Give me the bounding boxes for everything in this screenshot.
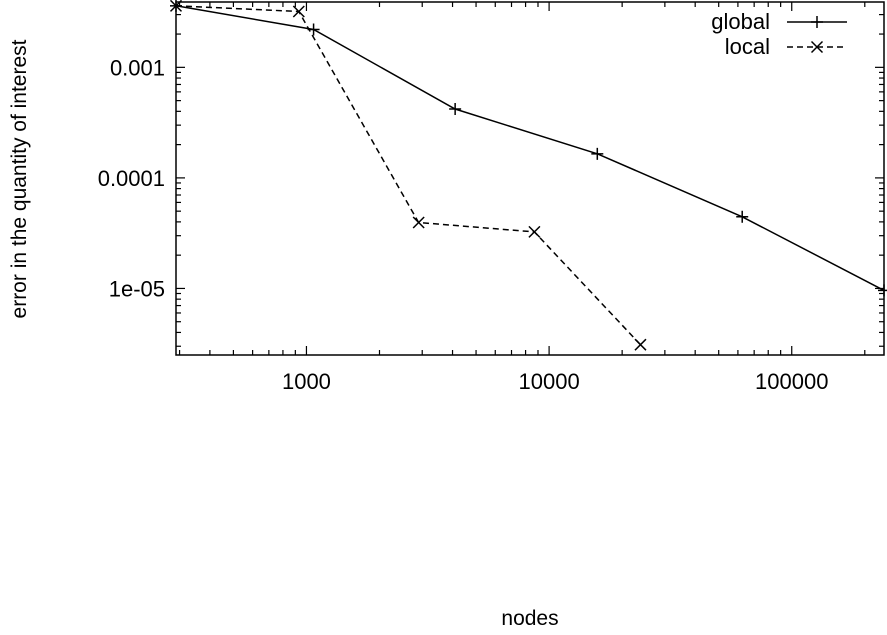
data-point-global <box>878 284 887 297</box>
data-point-global <box>591 147 604 160</box>
legend-label: local <box>725 34 770 59</box>
axis-ticks <box>176 2 884 355</box>
series-global <box>170 0 887 297</box>
data-point-local <box>528 225 541 238</box>
x-axis-label: nodes <box>501 607 558 630</box>
x-tick-label: 100000 <box>755 369 828 394</box>
plot-frame <box>175 1 885 356</box>
legend-marker <box>811 16 823 28</box>
x-tick-label: 1000 <box>282 369 331 394</box>
legend-marker <box>810 40 824 54</box>
legend-item-global: global <box>711 9 847 34</box>
y-tick-label: 1e-05 <box>109 276 165 301</box>
y-tick-label: 0.0001 <box>98 166 165 191</box>
series-local <box>169 0 647 351</box>
data-point-local <box>292 5 305 18</box>
series-layer <box>169 0 887 351</box>
data-point-global <box>736 210 749 223</box>
legend-label: global <box>711 9 770 34</box>
series-line-global <box>175 5 885 292</box>
axis-tick-labels: 1000 10000 100000 1e-05 0.0001 0.001 <box>98 55 829 394</box>
data-point-local <box>634 338 647 351</box>
data-point-global <box>449 102 462 115</box>
y-axis-label: error in the quantity of interest <box>8 39 31 318</box>
legend-item-local: local <box>725 34 847 59</box>
data-point-local <box>412 216 425 229</box>
y-tick-label: 0.001 <box>110 55 165 80</box>
x-tick-label: 10000 <box>519 369 580 394</box>
series-line-local <box>175 5 642 346</box>
data-point-local <box>169 0 183 12</box>
